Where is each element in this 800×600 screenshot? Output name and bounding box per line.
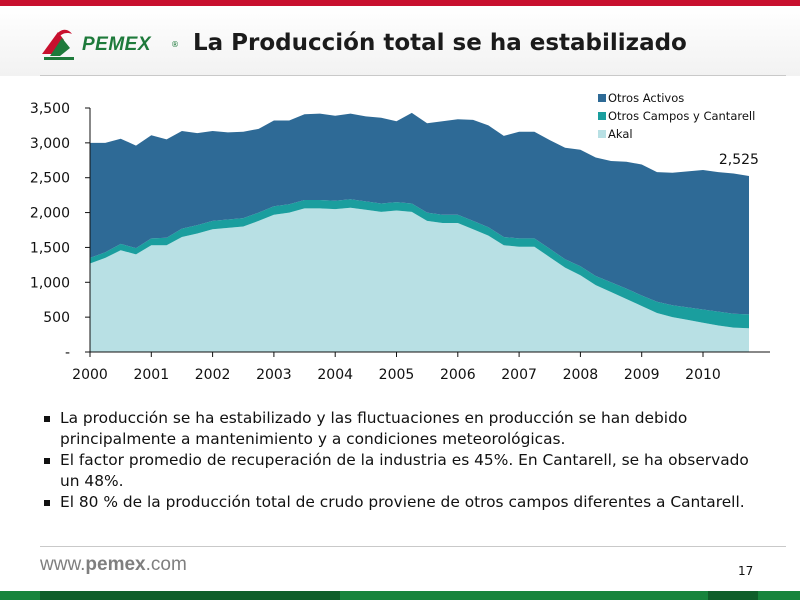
x-tick-label: 2009	[624, 367, 660, 383]
logo-wordmark: PEMEX	[82, 34, 152, 55]
bullet-item: El 80 % de la producción total de crudo …	[40, 492, 760, 513]
legend-swatch-akal	[598, 130, 606, 138]
registered-mark: ®	[171, 40, 179, 49]
bottom-accent-bar	[0, 591, 800, 600]
footer-divider	[40, 546, 786, 547]
top-accent-bar	[0, 0, 800, 6]
bullet-item: La producción se ha estabilizado y las f…	[40, 408, 760, 450]
x-tick-label: 2006	[440, 367, 476, 383]
x-axis-ticks: 2000 2001 2002 2003 2004 2005 2006 2007 2008 2009…	[72, 352, 721, 383]
y-tick-label: -	[65, 345, 70, 361]
total-value-annotation: 2,525	[719, 152, 759, 168]
y-tick-label: 1,000	[30, 275, 70, 291]
bullet-list: La producción se ha estabilizado y las f…	[40, 408, 760, 513]
area-otros-activos	[90, 112, 749, 315]
bottom-accent-segment	[708, 591, 758, 600]
y-tick-label: 2,000	[30, 206, 70, 222]
x-tick-label: 2003	[256, 367, 292, 383]
x-tick-label: 2008	[563, 367, 599, 383]
bullet-marker	[44, 458, 50, 464]
y-tick-label: 2,500	[30, 171, 70, 187]
url-suffix: .com	[145, 554, 187, 575]
legend-swatch-otros-activos	[598, 94, 606, 102]
x-tick-label: 2002	[195, 367, 231, 383]
header-divider	[40, 75, 786, 76]
pemex-eagle-icon	[42, 29, 74, 60]
y-tick-label: 500	[43, 310, 70, 326]
legend-swatch-otros-campos-y-cantarell	[598, 112, 606, 120]
area-akal	[90, 207, 749, 352]
legend-label-otros-activos: Otros Activos	[608, 91, 684, 105]
x-tick-label: 2001	[133, 367, 169, 383]
bottom-accent-segment	[40, 591, 340, 600]
area-otros-campos-y-cantarell	[90, 199, 749, 329]
legend-label-otros-campos-y-cantarell: Otros Campos y Cantarell	[608, 109, 755, 123]
chart-annotations: 2,525	[719, 152, 759, 168]
bullet-text: El factor promedio de recuperación de la…	[60, 451, 749, 490]
x-tick-label: 2004	[317, 367, 353, 383]
legend-label-akal: Akal	[608, 127, 633, 141]
bullet-marker	[44, 500, 50, 506]
x-tick-label: 2010	[685, 367, 721, 383]
bullet-item: El factor promedio de recuperación de la…	[40, 450, 760, 492]
area-layers	[90, 112, 749, 352]
url-brand: pemex	[85, 554, 146, 575]
y-axis-ticks: - 500 1,000 1,500 2,000 2,500 3,000 3,500	[30, 101, 90, 361]
header-background	[0, 6, 800, 76]
chart-legend: Otros Activos Otros Campos y Cantarell Aka…	[598, 91, 755, 141]
slide-title: La Producción total se ha estabilizado	[193, 30, 687, 56]
x-tick-label: 2007	[501, 367, 537, 383]
bullet-text: El 80 % de la producción total de crudo …	[60, 493, 745, 511]
y-tick-label: 3,000	[30, 136, 70, 152]
url-prefix: www.	[40, 554, 86, 575]
bullet-text: La producción se ha estabilizado y las f…	[60, 409, 688, 448]
x-tick-label: 2000	[72, 367, 108, 383]
pemex-logo: PEMEX ®	[40, 24, 190, 68]
y-tick-label: 1,500	[30, 240, 70, 256]
footer-website-link[interactable]: www.pemex.com	[40, 554, 187, 576]
page-number: 17	[738, 564, 754, 578]
bullet-marker	[44, 416, 50, 422]
y-tick-label: 3,500	[30, 101, 70, 117]
x-tick-label: 2005	[379, 367, 415, 383]
